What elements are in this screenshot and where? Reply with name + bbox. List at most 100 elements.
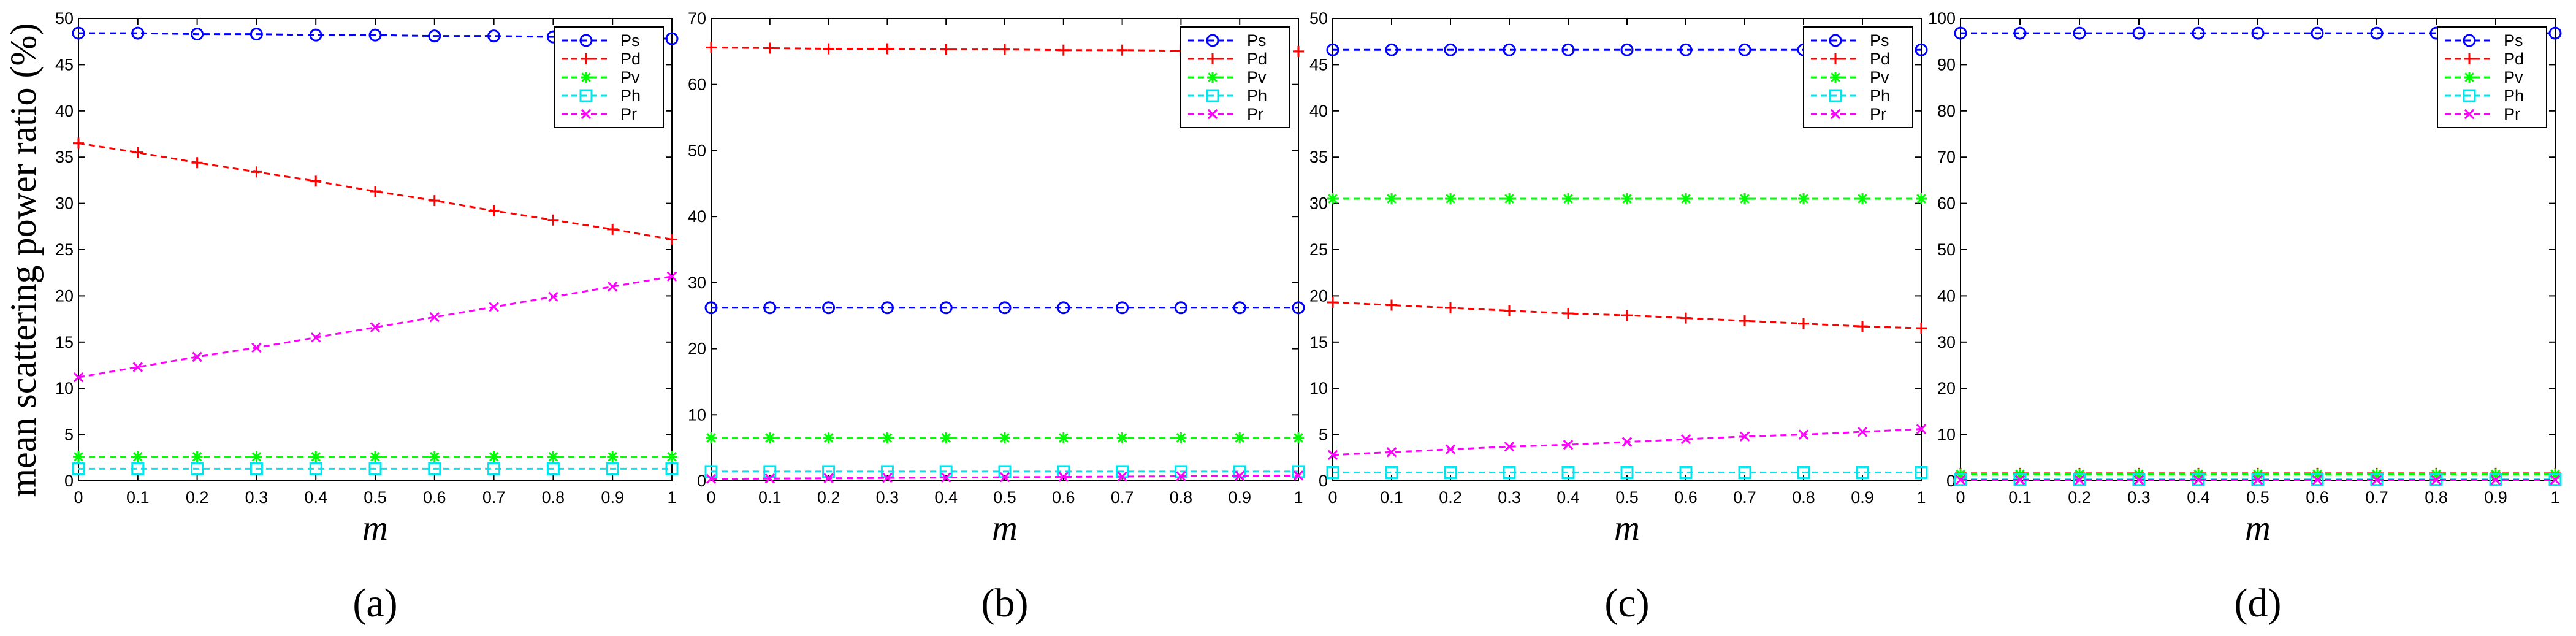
legend-marker-pr: [1207, 109, 1218, 120]
y-tick-label: 0: [1946, 472, 1956, 490]
legend-marker-ph: [1829, 89, 1842, 102]
y-tick-label: 15: [1309, 333, 1328, 351]
data-point-pr: [1058, 472, 1069, 482]
data-point-ps: [1561, 43, 1575, 56]
x-tick-label: 0.7: [1733, 488, 1756, 507]
data-point-ps: [2073, 26, 2086, 40]
legend-label-pr: Pr: [1870, 105, 1886, 123]
x-tick-label: 1: [1294, 488, 1303, 507]
data-point-pd: [547, 214, 559, 226]
legend-label-pv: Pv: [1247, 68, 1267, 86]
data-point-pv: [488, 451, 500, 462]
data-point-ps: [250, 28, 263, 41]
data-point-pv: [1504, 193, 1515, 205]
y-tick-label: 5: [64, 426, 74, 444]
data-point-pd: [251, 166, 262, 178]
series-pv: [706, 432, 1304, 443]
data-point-pv: [1175, 432, 1187, 443]
legend-marker-pd: [1207, 53, 1218, 64]
data-point-pd: [1116, 44, 1128, 56]
y-tick-label: 20: [55, 286, 74, 305]
x-tick-label: 1: [667, 488, 676, 507]
data-point-pr: [251, 342, 262, 353]
data-point-pr: [2252, 475, 2263, 485]
data-point-ph: [72, 462, 85, 475]
series-ph: [72, 462, 679, 475]
data-point-pr: [1857, 426, 1868, 437]
legend-marker-pd: [2464, 53, 2475, 64]
y-tick-label: 0: [64, 472, 74, 490]
y-tick-label: 30: [55, 194, 74, 213]
data-point-pr: [882, 472, 893, 483]
x-axis-label: m: [362, 508, 388, 548]
y-tick-label: 15: [55, 333, 74, 351]
data-point-pr: [73, 372, 84, 383]
legend-marker-ph: [2463, 89, 2476, 102]
data-point-pv: [310, 451, 322, 462]
x-tick-label: 0.4: [1557, 488, 1580, 507]
y-tick-label: 30: [688, 274, 706, 292]
data-point-pv: [251, 451, 262, 462]
data-point-pr: [2431, 475, 2442, 485]
data-point-ph: [704, 465, 718, 478]
series-ph: [1326, 466, 1928, 479]
x-tick-label: 0.9: [1851, 488, 1874, 507]
data-point-ph: [1385, 466, 1398, 479]
x-tick-label: 0.3: [1498, 488, 1521, 507]
x-tick-label: 0.9: [2484, 488, 2507, 507]
data-point-pv: [1116, 432, 1128, 443]
x-axis-label: m: [1614, 508, 1640, 548]
x-tick-label: 0.9: [601, 488, 624, 507]
data-point-ph: [606, 462, 619, 475]
x-tick-label: 0.1: [126, 488, 150, 507]
series-line-pd: [78, 142, 673, 240]
y-tick-label: 70: [688, 9, 706, 28]
data-point-pv: [191, 451, 203, 462]
data-point-pd: [823, 43, 834, 55]
y-tick-label: 40: [688, 207, 706, 226]
legend-label-ps: Ps: [1870, 31, 1889, 50]
data-point-pv: [1739, 193, 1750, 205]
legend-marker-ps: [579, 34, 593, 47]
data-point-pr: [999, 472, 1010, 483]
data-point-pd: [1739, 315, 1750, 327]
y-tick-label: 0: [1319, 472, 1328, 490]
x-tick-label: 0.7: [482, 488, 506, 507]
data-point-pr: [2550, 475, 2561, 485]
data-point-pr: [192, 351, 202, 362]
series-line-pr: [78, 275, 673, 378]
y-tick-label: 50: [1937, 240, 1956, 259]
data-point-ps: [1738, 43, 1751, 56]
data-point-pr: [607, 282, 618, 292]
data-point-pd: [429, 195, 440, 207]
data-point-ps: [2132, 26, 2146, 40]
data-point-ps: [1174, 301, 1187, 315]
chart-panel-3: 0 5 10 15 20 25 30 35 40 45 50 0 0.1 0.2 0.3 0.4 0.5 0.6 0…: [1309, 9, 1928, 626]
legend-label-ph: Ph: [2504, 86, 2524, 105]
data-point-pd: [488, 205, 500, 216]
data-point-ph: [546, 462, 560, 475]
data-point-ph: [1561, 466, 1575, 479]
data-point-pd: [666, 234, 677, 245]
data-point-ps: [487, 29, 501, 43]
data-point-ps: [939, 301, 953, 315]
data-point-ps: [1233, 301, 1246, 315]
x-tick-label: 0.1: [758, 488, 782, 507]
data-point-ps: [2311, 26, 2324, 40]
data-point-pd: [1293, 45, 1304, 57]
x-tick-label: 0.1: [2008, 488, 2032, 507]
data-point-pd: [1857, 321, 1868, 332]
x-tick-label: 0.1: [1380, 488, 1403, 507]
data-point-ps: [704, 301, 718, 315]
data-point-pd: [132, 147, 143, 158]
x-tick-label: 0.7: [1111, 488, 1134, 507]
data-point-pv: [823, 432, 834, 443]
data-point-pr: [1117, 471, 1127, 482]
y-axis-label: mean scattering power ratio (%): [3, 23, 44, 497]
data-point-pr: [1955, 475, 1966, 485]
chart-panel-4: 0 10 20 30 40 50 60 70 80 90 100 0 0.1 0.2 0.3 0.4 0.5 0.…: [1928, 9, 2562, 626]
data-point-pv: [547, 451, 559, 462]
legend-box: [1180, 26, 1290, 128]
